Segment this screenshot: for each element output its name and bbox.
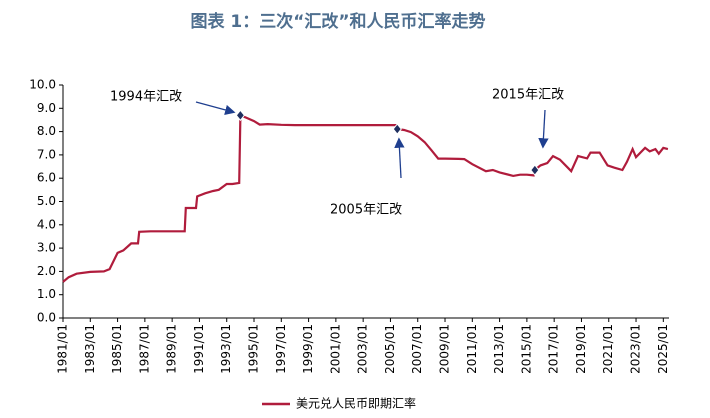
x-tick-label: 2013/01 (492, 324, 506, 374)
x-tick-label: 2009/01 (438, 324, 452, 374)
annotation: 2005年汇改 (330, 203, 402, 218)
x-tick-label: 1985/01 (110, 324, 124, 374)
y-tick-label: 9.0 (37, 101, 56, 115)
x-tick-label: 1995/01 (247, 324, 261, 374)
x-tick-label: 1991/01 (192, 324, 206, 374)
annotation-arrow (195, 101, 236, 115)
y-tick-label: 2.0 (37, 264, 56, 278)
x-tick-label: 2015/01 (519, 324, 533, 374)
annotation-marker (392, 123, 402, 135)
x-tick-label: 2001/01 (328, 324, 342, 374)
x-tick-label: 1983/01 (83, 324, 97, 374)
legend-label: 美元兑人民币即期汇率 (296, 396, 416, 411)
x-tick-label: 2011/01 (465, 324, 479, 374)
x-tick-label: 2017/01 (547, 324, 561, 374)
series-line (62, 113, 669, 283)
y-tick-label: 1.0 (37, 287, 56, 301)
y-tick-label: 5.0 (37, 194, 56, 208)
y-tick-label: 7.0 (37, 147, 56, 161)
annotation-arrow (394, 137, 405, 179)
x-tick-label: 1989/01 (165, 324, 179, 374)
y-tick-label: 0.0 (37, 311, 56, 325)
y-tick-label: 10.0 (29, 78, 56, 92)
x-tick-label: 2019/01 (574, 324, 588, 374)
y-tick-label: 6.0 (37, 171, 56, 185)
x-tick-label: 2003/01 (356, 324, 370, 374)
annotation: 2015年汇改 (492, 88, 564, 103)
y-tick-label: 3.0 (37, 241, 56, 255)
annotation-marker (235, 109, 246, 122)
x-tick-label: 2025/01 (656, 324, 670, 374)
chart-title: 图表 1：三次“汇改”和人民币汇率走势 (190, 11, 485, 32)
x-tick-label: 2005/01 (383, 324, 397, 374)
x-tick-label: 2023/01 (629, 324, 643, 374)
y-tick-label: 4.0 (37, 217, 56, 231)
x-tick-label: 1999/01 (301, 324, 315, 374)
y-tick-label: 8.0 (37, 124, 56, 138)
x-tick-label: 2021/01 (601, 324, 615, 374)
x-tick-label: 1997/01 (274, 324, 288, 374)
annotation-arrow (538, 109, 549, 149)
x-tick-label: 1993/01 (219, 324, 233, 374)
annotation: 1994年汇改 (110, 90, 182, 105)
x-tick-label: 1981/01 (56, 324, 70, 374)
annotation-marker (530, 164, 540, 176)
x-tick-label: 1987/01 (137, 324, 151, 374)
x-tick-label: 2007/01 (410, 324, 424, 374)
